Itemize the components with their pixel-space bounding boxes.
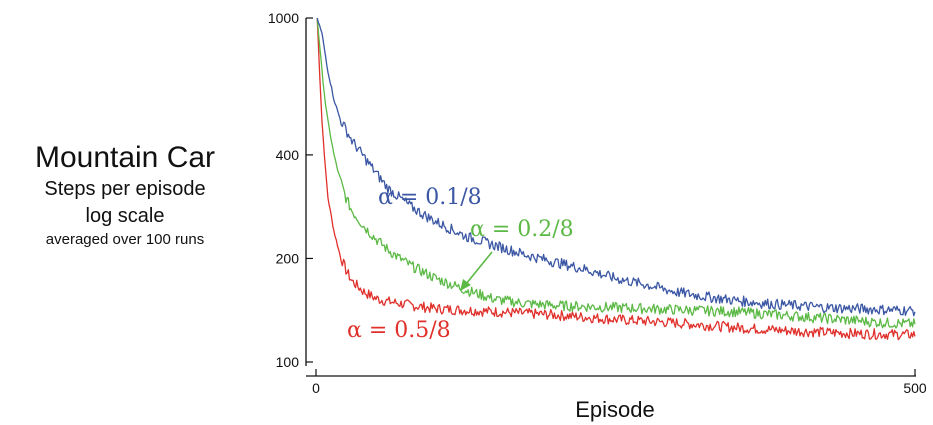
chart-side-caption: Mountain Car Steps per episode log scale… [0,140,250,250]
runs-note: averaged over 100 runs [45,231,205,248]
series-line [316,17,916,317]
scale-note: log scale [85,205,165,227]
y-tick-label: 200 [276,250,300,266]
x-tick-label: 0 [312,380,320,396]
annotation-alpha-0.5: α = 0.5/8 [347,318,451,343]
annotation-alpha-0.1: α = 0.1/8 [378,185,482,210]
x-tick-label: 500 [903,380,927,396]
chart-title: Mountain Car [34,141,216,174]
x-ticks: 0 500 [312,369,927,396]
y-tick-label: 400 [276,147,300,163]
annotation-alpha-0.2: α = 0.2/8 [470,217,574,242]
series-lines [316,17,916,341]
chart-subtitle: Steps per episode [44,178,206,200]
arrow-shaft [465,251,493,285]
annotation-arrow [460,251,493,291]
y-ticks: 1000 400 200 100 [268,10,313,370]
y-tick-label: 1000 [268,10,299,26]
y-tick-label: 100 [276,354,300,370]
arrow-head [460,279,471,291]
x-axis-label: Episode [575,397,655,422]
series-line [316,18,916,329]
axes [305,18,916,377]
series-line [316,18,916,341]
